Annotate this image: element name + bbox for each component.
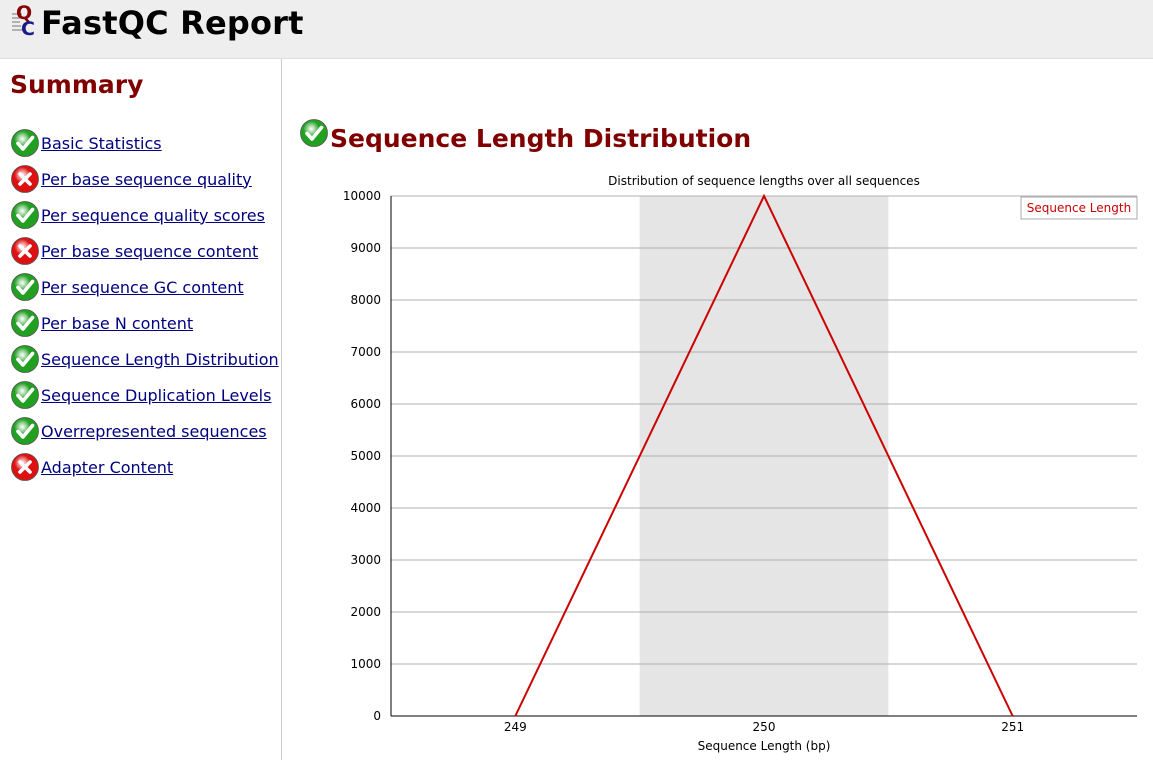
cross-icon xyxy=(11,237,39,265)
tick-icon xyxy=(11,417,39,445)
module-link[interactable]: Overrepresented sequences xyxy=(41,421,267,441)
module-list: Basic Statistics Per base sequence qualit… xyxy=(10,125,279,485)
y-tick-label: 0 xyxy=(373,709,381,723)
section-title: Sequence Length Distribution xyxy=(330,124,752,153)
x-axis-label: Sequence Length (bp) xyxy=(698,739,831,753)
module-item: Per sequence quality scores xyxy=(10,197,279,233)
tick-icon xyxy=(300,119,328,147)
report-header: Q C FastQC Report xyxy=(0,0,1153,59)
cross-icon xyxy=(11,453,39,481)
module-link[interactable]: Per sequence quality scores xyxy=(41,205,265,225)
module-link[interactable]: Basic Statistics xyxy=(41,133,162,153)
svg-text:C: C xyxy=(21,18,35,38)
tick-icon xyxy=(11,201,39,229)
module-item: Sequence Length Distribution xyxy=(10,341,279,377)
module-item: Per base sequence quality xyxy=(10,161,279,197)
module-link[interactable]: Sequence Duplication Levels xyxy=(41,385,272,405)
module-link[interactable]: Sequence Length Distribution xyxy=(41,349,279,369)
y-tick-label: 6000 xyxy=(350,397,381,411)
x-tick-label: 250 xyxy=(753,720,776,734)
module-link[interactable]: Per base sequence quality xyxy=(41,169,252,189)
summary-heading: Summary xyxy=(10,70,144,99)
module-link[interactable]: Adapter Content xyxy=(41,457,174,477)
summary-sidebar: Summary Basic Statistics Per base sequenc… xyxy=(0,59,282,760)
module-link[interactable]: Per base N content xyxy=(41,313,194,333)
module-link[interactable]: Per sequence GC content xyxy=(41,277,244,297)
y-tick-label: 4000 xyxy=(350,501,381,515)
y-tick-label: 2000 xyxy=(350,605,381,619)
legend-box xyxy=(1020,196,1138,220)
module-item: Per base sequence content xyxy=(10,233,279,269)
chart-title: Distribution of sequence lengths over al… xyxy=(608,174,920,188)
module-item: Per base N content xyxy=(10,305,279,341)
y-tick-label: 5000 xyxy=(350,449,381,463)
y-tick-label: 10000 xyxy=(343,189,381,203)
main-content: Sequence Length Distribution 0 1000 2000 30… xyxy=(283,59,1153,760)
svg-text:Q: Q xyxy=(16,2,32,24)
module-item: Adapter Content xyxy=(10,449,279,485)
fastqc-logo-icon: Q C xyxy=(12,2,35,38)
module-item: Overrepresented sequences xyxy=(10,413,279,449)
module-item: Basic Statistics xyxy=(10,125,279,161)
report-title: FastQC Report xyxy=(41,4,304,42)
x-tick-label: 249 xyxy=(504,720,527,734)
tick-icon xyxy=(11,309,39,337)
y-tick-label: 8000 xyxy=(350,293,381,307)
chart-container: 0 1000 2000 3000 4000 5000 6000 7000 8000 9000 100… xyxy=(329,170,1153,760)
y-tick-label: 1000 xyxy=(350,657,381,671)
tick-icon xyxy=(11,345,39,373)
y-tick-label: 9000 xyxy=(350,241,381,255)
module-item: Per sequence GC content xyxy=(10,269,279,305)
y-tick-label: 3000 xyxy=(350,553,381,567)
tick-icon xyxy=(11,129,39,157)
module-link[interactable]: Per base sequence content xyxy=(41,241,259,261)
y-tick-label: 7000 xyxy=(350,345,381,359)
tick-icon xyxy=(11,273,39,301)
sequence-length-chart: 0 1000 2000 3000 4000 5000 6000 7000 8000 9000 100… xyxy=(343,174,1138,753)
cross-icon xyxy=(11,165,39,193)
module-item: Sequence Duplication Levels xyxy=(10,377,279,413)
tick-icon xyxy=(11,381,39,409)
legend-entry: Sequence Length xyxy=(1027,201,1131,215)
x-tick-label: 251 xyxy=(1001,720,1024,734)
